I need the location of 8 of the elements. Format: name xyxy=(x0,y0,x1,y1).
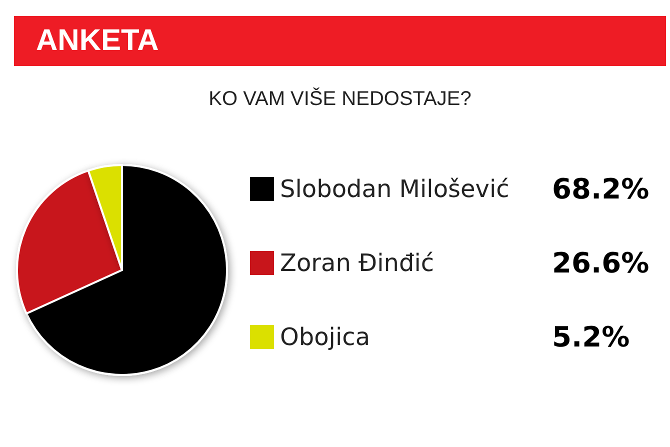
data-label: 26.6% xyxy=(552,246,650,280)
chart-subtitle: KO VAM VIŠE NEDOSTAJE? xyxy=(208,88,472,111)
legend-label: Obojica xyxy=(280,323,370,351)
legend-label: Slobodan Milošević xyxy=(280,175,510,203)
chart-title: ANKETA xyxy=(14,16,666,66)
data-label: 5.2% xyxy=(552,320,630,354)
legend-label: Zoran Đinđić xyxy=(280,249,434,277)
data-label: 68.2% xyxy=(552,172,650,206)
